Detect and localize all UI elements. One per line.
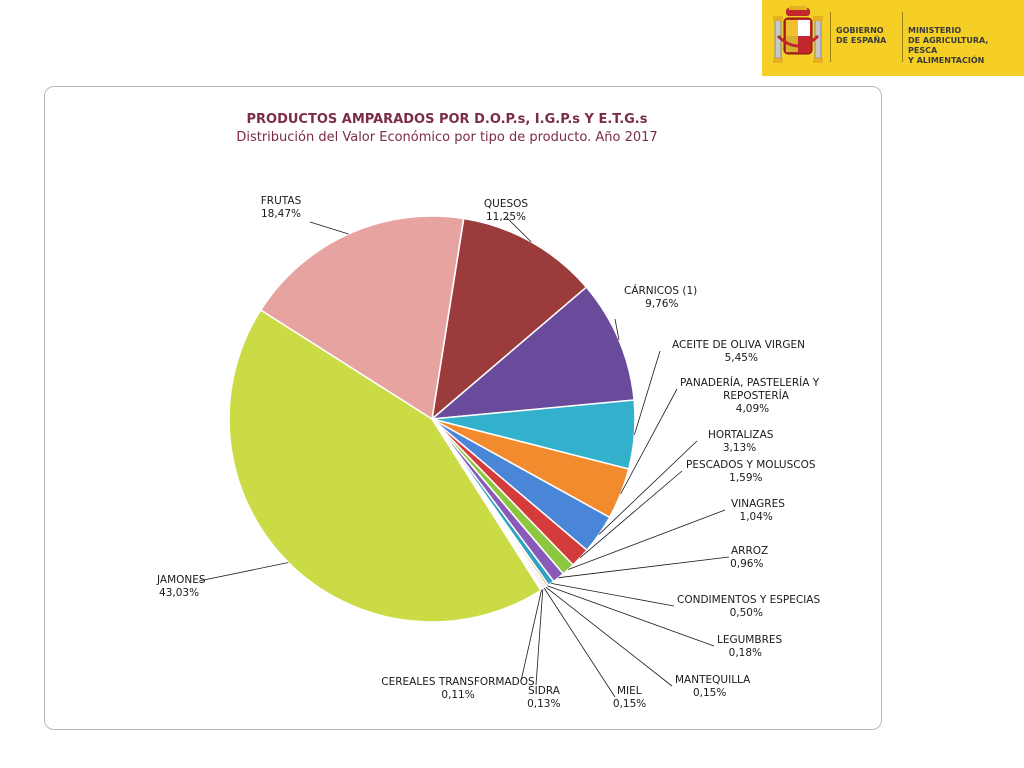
leader-line-miel [543,587,616,698]
leader-line-frutas [309,221,349,235]
slice-value: 18,47% [261,208,301,220]
leader-line-cereales-transformados [520,589,542,682]
slice-label-carnicos-1: CÁRNICOS (1)9,76% [624,284,697,310]
chart-frame: PRODUCTOS AMPARADOS POR D.O.P.s, I.G.P.s… [44,86,882,730]
slice-name: REPOSTERÍA [723,389,790,402]
government-banner: GOBIERNO DE ESPAÑA MINISTERIO DE AGRICUL… [762,0,1024,76]
slice-value: 3,13% [723,442,756,454]
pie-slices [228,215,636,623]
leader-line-mantequilla [545,586,673,687]
pie-slice-carnicos-1 [429,286,635,420]
slice-name: LEGUMBRES [717,634,782,646]
slice-name: JAMONES [156,574,206,586]
leader-line-pescados-y-moluscos [579,470,683,559]
slice-name: VINAGRES [731,498,785,510]
slice-value: 0,13% [527,698,560,710]
leader-line-carnicos-1 [614,318,620,340]
slice-name: HORTALIZAS [708,429,774,441]
slice-value: 11,25% [486,211,526,223]
slice-value: 5,45% [725,352,758,364]
slice-name: SIDRA [528,685,561,697]
leader-line-sidra [535,589,544,686]
slice-value: 0,11% [441,689,474,701]
slice-name: CONDIMENTOS Y ESPECIAS [677,594,820,606]
banner-divider [902,12,903,62]
slice-name: ACEITE DE OLIVA VIRGEN [672,339,805,351]
leader-line-jamones [198,562,289,582]
leader-line-vinagres [568,509,726,570]
pie-slice-quesos [430,217,588,421]
leader-line-panaderia-pasteleria-y-reposteria [620,388,678,494]
slice-value: 0,50% [730,607,763,619]
slice-name: CEREALES TRANSFORMADOS [381,676,535,688]
leader-line-condimentos-y-especias [551,583,675,607]
slice-name: MIEL [617,685,642,697]
slice-value: 0,15% [613,698,646,710]
chart-subtitle: Distribución del Valor Económico por tip… [236,130,657,145]
slice-name: PANADERÍA, PASTELERÍA Y [680,376,820,389]
slice-value: 9,76% [645,298,678,310]
coat-of-arms-icon [773,6,823,63]
slice-name: CÁRNICOS (1) [624,284,697,297]
slice-value: 43,03% [159,587,199,599]
slice-value: 4,09% [736,403,769,415]
leader-line-aceite-de-oliva-virgen [634,350,661,435]
ministry-label: MINISTERIO DE AGRICULTURA, PESCA Y ALIME… [908,26,989,65]
banner-divider [830,12,831,62]
slice-name: QUESOS [484,198,529,210]
leader-line-arroz [558,556,730,579]
slice-name: ARROZ [731,545,768,557]
government-label: GOBIERNO DE ESPAÑA [836,26,887,45]
pie-chart: PRODUCTOS AMPARADOS POR D.O.P.s, I.G.P.s… [156,112,820,710]
leader-line-quesos [505,216,532,243]
leader-line-hortalizas [598,440,698,535]
slice-value: 0,15% [693,687,726,699]
slice-name: MANTEQUILLA [675,674,751,686]
pie-slice-jamones [228,308,542,623]
chart-title: PRODUCTOS AMPARADOS POR D.O.P.s, I.G.P.s… [247,112,648,127]
slice-value: 0,18% [729,647,762,659]
slice-value: 1,59% [729,472,762,484]
pie-slice-frutas [259,215,465,421]
slice-value: 0,96% [730,558,763,570]
leader-line-legumbres [547,585,715,647]
slice-name: PESCADOS Y MOLUSCOS [686,459,816,471]
slice-name: FRUTAS [261,195,302,207]
slice-value: 1,04% [740,511,773,523]
